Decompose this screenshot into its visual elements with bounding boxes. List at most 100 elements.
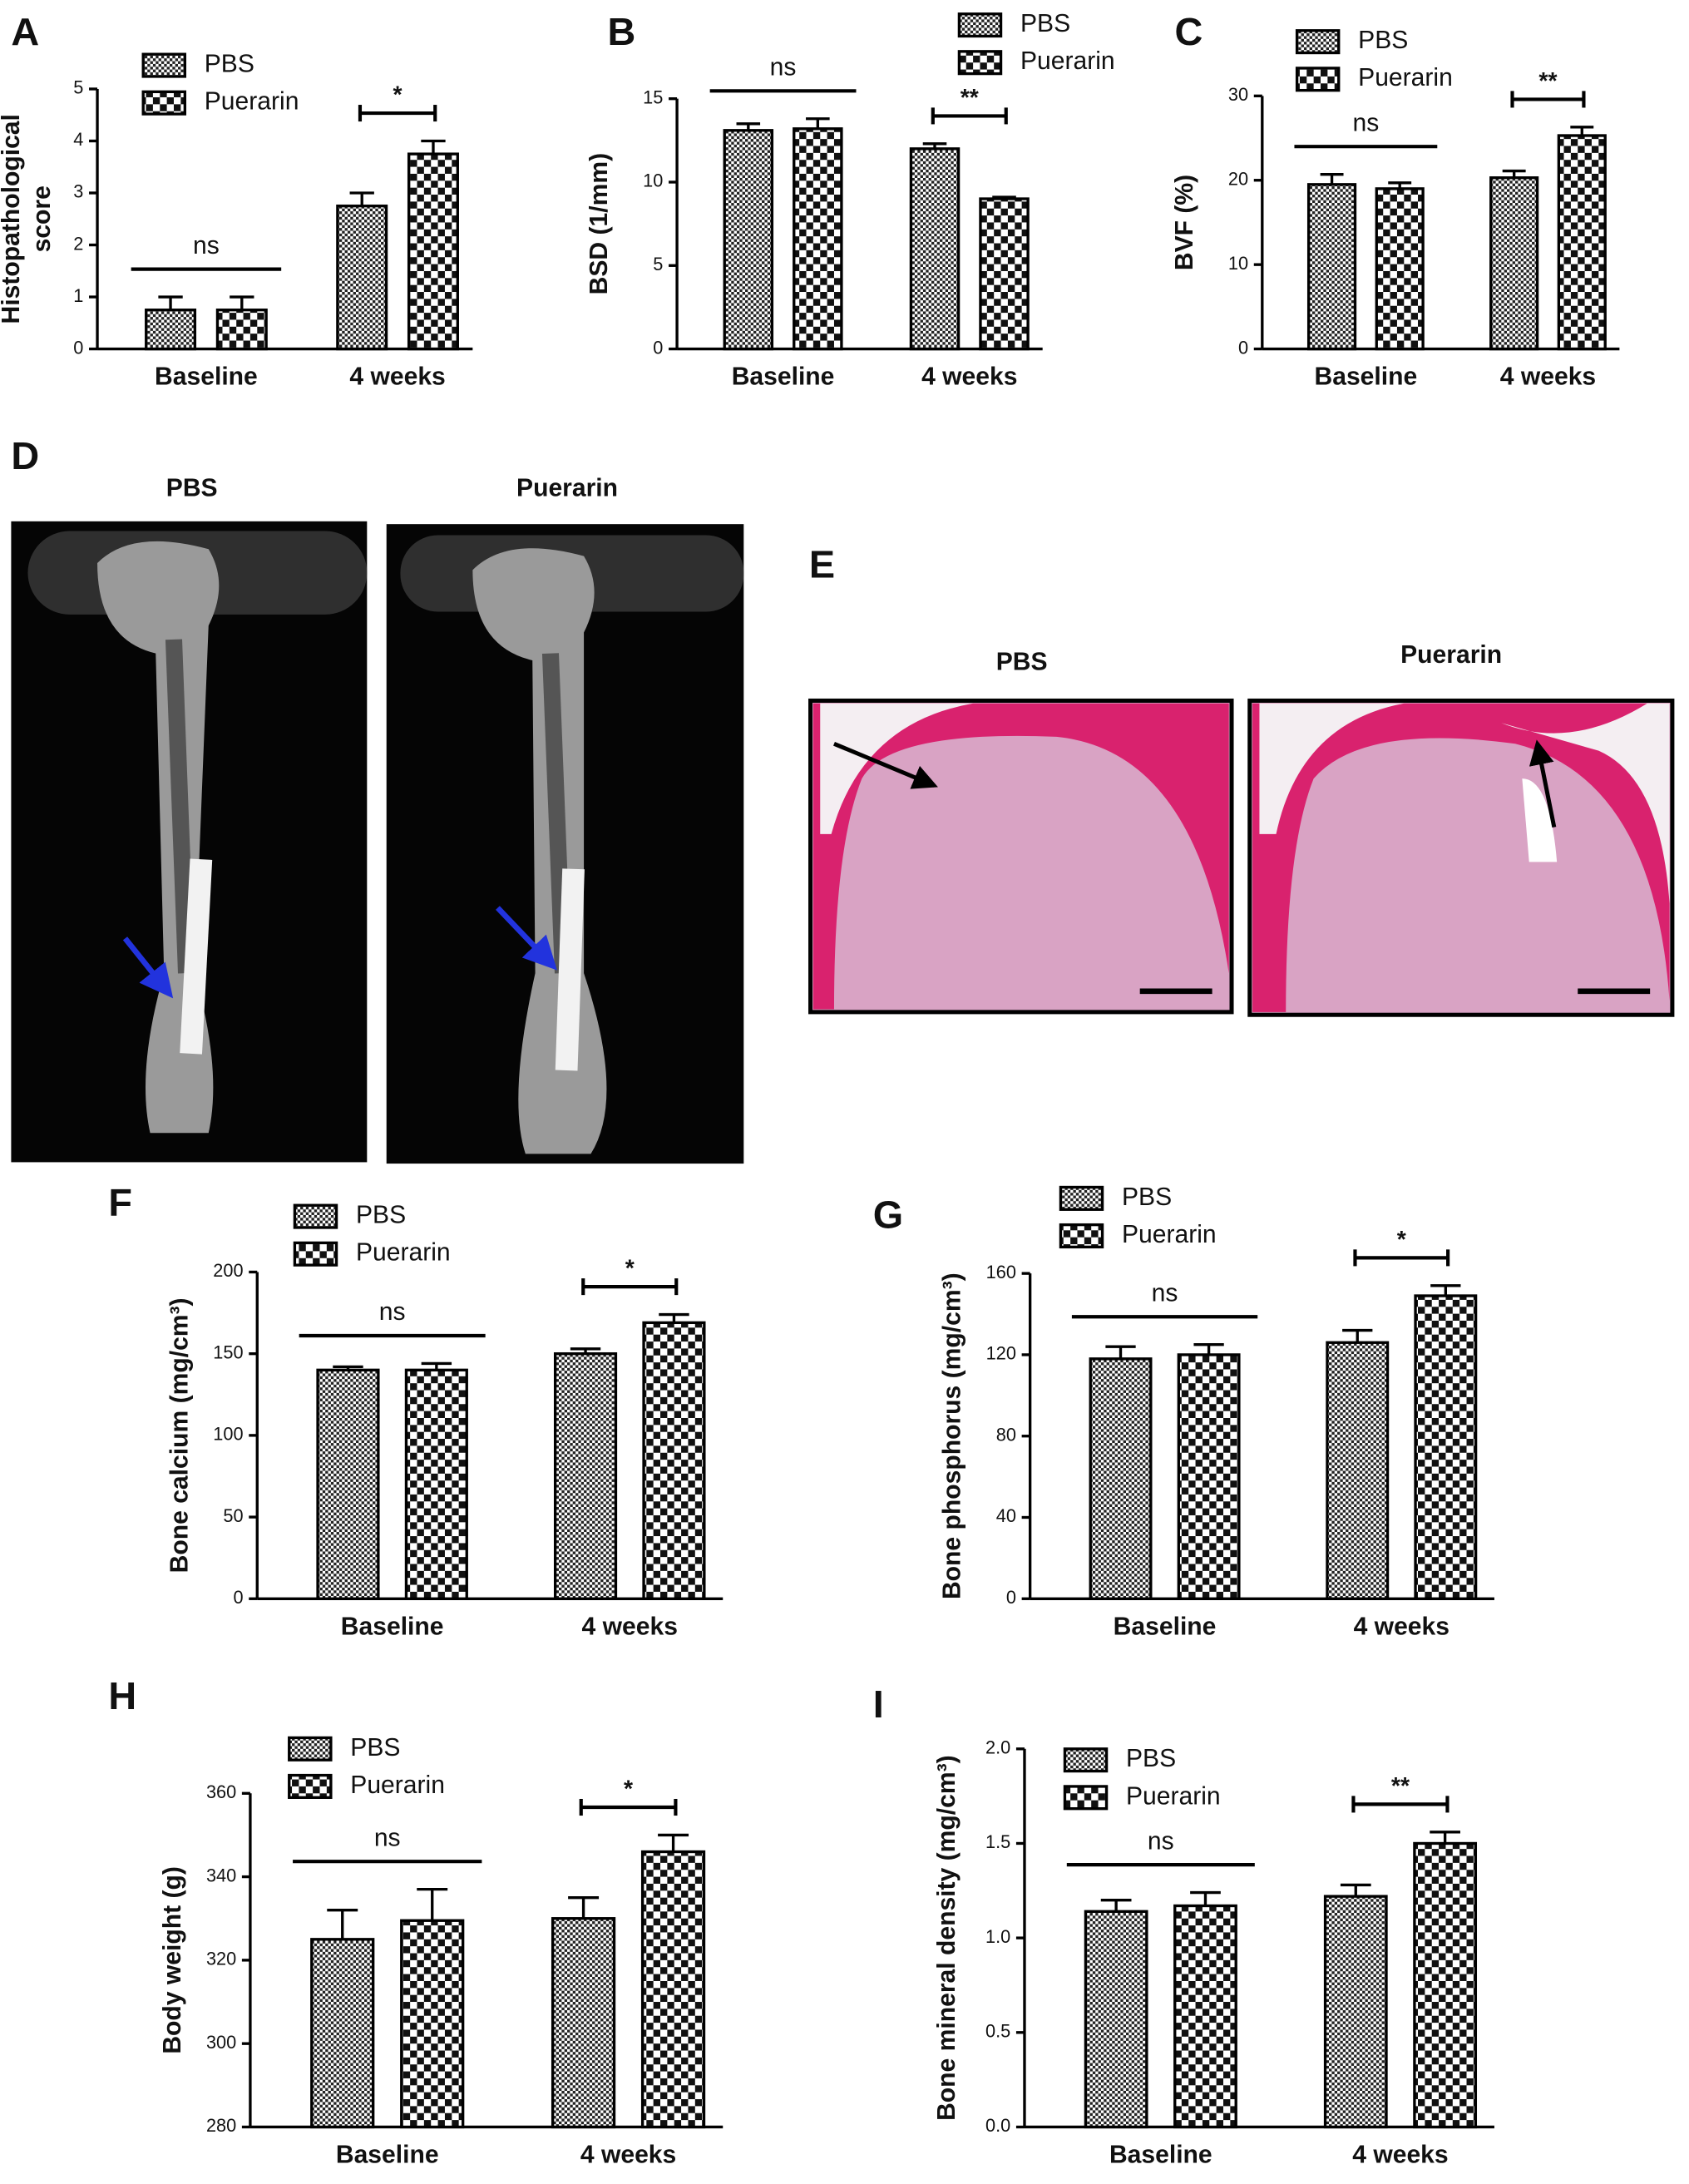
error-bar (158, 295, 183, 310)
x-tick-label: Baseline (1109, 2142, 1212, 2169)
significance-label: ns (193, 232, 220, 259)
y-axis-label: Bone phosphorus (mg/cm³) (939, 1272, 966, 1599)
legend-swatch (1059, 1185, 1104, 1211)
error-bar (1430, 1284, 1461, 1297)
y-tick-label: 0 (73, 337, 83, 358)
panel-letter: H (108, 1674, 136, 1717)
legend-swatch (293, 1241, 338, 1267)
error-bar (922, 142, 947, 149)
x-tick-label: Baseline (336, 2142, 439, 2169)
error-bar (570, 1347, 601, 1354)
error-bar (1320, 172, 1344, 185)
y-tick-label: 150 (213, 1342, 243, 1362)
x-tick-label: 4 weeks (1352, 2142, 1448, 2169)
error-bar (658, 1833, 689, 1852)
y-tick-label: 360 (206, 1781, 236, 1802)
bar (1323, 1895, 1388, 2129)
image-label: Puerarin (1400, 641, 1502, 669)
legend-label: Puerarin (1126, 1782, 1221, 1810)
legend-swatch (1059, 1223, 1104, 1249)
bar (1489, 176, 1539, 351)
y-tick-label: 160 (986, 1262, 1016, 1282)
legend-label: Puerarin (1358, 64, 1453, 91)
y-tick-label: 100 (213, 1424, 243, 1445)
y-tick-label: 50 (223, 1505, 243, 1526)
error-bar (1388, 181, 1412, 189)
y-tick-label: 10 (643, 170, 663, 191)
y-tick-label: 3 (73, 181, 83, 202)
x-tick-label: 4 weeks (582, 1613, 678, 1640)
error-bar (421, 1361, 452, 1371)
legend-swatch (1295, 29, 1341, 55)
error-bar (1502, 169, 1526, 178)
x-tick-label: Baseline (1315, 363, 1418, 391)
bar (909, 147, 961, 351)
panel-letter: G (873, 1193, 903, 1237)
bar (1177, 1353, 1241, 1600)
bar (979, 197, 1030, 351)
error-bar (333, 1365, 363, 1371)
y-tick-label: 300 (206, 2032, 236, 2053)
bar (1414, 1294, 1478, 1600)
y-tick-label: 4 (73, 129, 83, 150)
legend-swatch (957, 50, 1003, 76)
y-tick-label: 5 (653, 254, 663, 274)
significance-label: * (625, 1256, 635, 1282)
panel-letter: A (11, 10, 39, 53)
error-bar (1193, 1343, 1224, 1355)
y-tick-label: 1.0 (985, 1926, 1010, 1947)
bar (1413, 1841, 1478, 2129)
y-tick-label: 0 (1238, 337, 1248, 358)
bar (145, 308, 197, 351)
x-tick-label: Baseline (732, 363, 835, 391)
x-tick-label: 4 weeks (580, 2142, 676, 2169)
y-tick-label: 10 (1228, 253, 1248, 274)
y-tick-label: 200 (213, 1260, 243, 1281)
y-tick-label: 0 (653, 337, 663, 358)
significance-label: * (624, 1776, 634, 1802)
bar (404, 1368, 468, 1600)
bar (640, 1850, 706, 2129)
legend-label: Puerarin (1122, 1221, 1217, 1248)
y-tick-label: 0.5 (985, 2021, 1010, 2042)
error-bar (417, 1887, 448, 1921)
y-tick-label: 15 (643, 86, 663, 107)
legend-swatch (293, 1203, 338, 1229)
legend-swatch (288, 1773, 333, 1799)
legend-label: PBS (1126, 1745, 1176, 1772)
y-axis-label: Body weight (g) (159, 1866, 186, 2054)
bar (1084, 1910, 1148, 2129)
panel-letter: B (608, 10, 636, 53)
xray-image (11, 521, 368, 1163)
legend-swatch (288, 1736, 333, 1762)
y-axis-label: score (28, 185, 56, 252)
y-tick-label: 80 (996, 1424, 1016, 1445)
error-bar (1100, 1898, 1132, 1912)
bar (793, 127, 843, 351)
bar (1326, 1341, 1390, 1600)
error-bar (1190, 1890, 1221, 1906)
y-tick-label: 0 (233, 1587, 243, 1608)
legend-label: PBS (205, 51, 254, 78)
legend-swatch (957, 12, 1003, 38)
y-tick-label: 1.5 (985, 1831, 1010, 1852)
legend-label: Puerarin (356, 1239, 451, 1267)
error-bar (1340, 1883, 1371, 1897)
legend-swatch (1295, 67, 1341, 92)
bar (316, 1368, 380, 1600)
y-tick-label: 320 (206, 1949, 236, 1969)
y-tick-label: 340 (206, 1865, 236, 1885)
legend-label: PBS (1020, 10, 1070, 37)
y-axis-label: BSD (1/mm) (585, 153, 613, 294)
bar (407, 152, 459, 351)
error-bar (1105, 1345, 1136, 1359)
y-tick-label: 2 (73, 233, 83, 254)
image-label: PBS (996, 648, 1048, 675)
significance-label: ns (1352, 109, 1379, 136)
significance-label: ns (374, 1824, 401, 1851)
bar (1089, 1357, 1153, 1600)
panel-letter: E (809, 542, 835, 586)
significance-label: ** (1391, 1773, 1410, 1800)
bar (723, 129, 774, 351)
error-bar (1342, 1328, 1373, 1343)
